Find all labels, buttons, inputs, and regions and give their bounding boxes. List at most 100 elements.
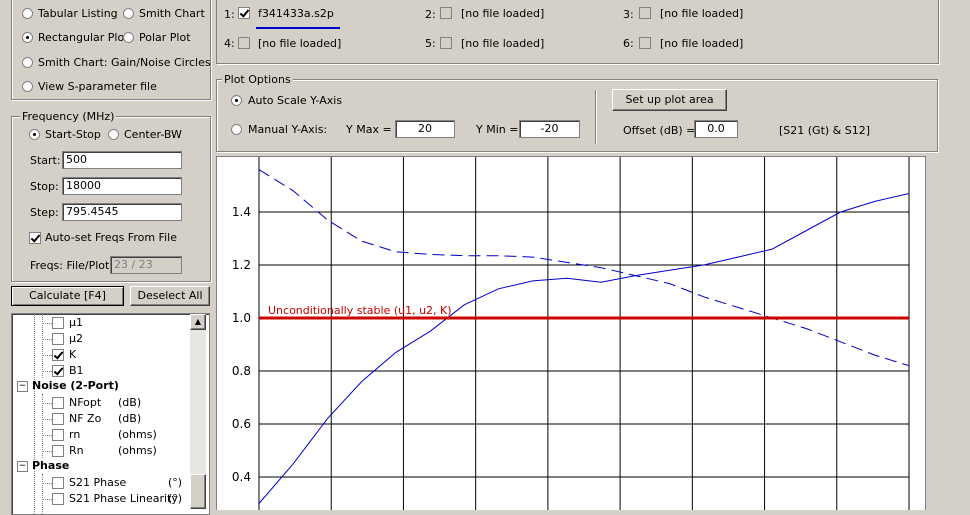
series-dashed-line	[258, 169, 910, 367]
radio-center-bw[interactable]	[108, 129, 119, 140]
tree-item-rn-lower[interactable]: rn	[69, 428, 81, 441]
file-5-checkbox[interactable]	[440, 37, 452, 49]
file-6-checkbox[interactable]	[639, 37, 651, 49]
tree-check-rn-lower[interactable]	[52, 429, 64, 441]
radio-view-sparam[interactable]	[22, 81, 33, 92]
file-1-trace-swatch	[256, 27, 340, 29]
radio-start-stop[interactable]	[29, 129, 40, 140]
label-start-stop: Start-Stop	[45, 128, 101, 141]
calculate-button[interactable]: Calculate [F4]	[11, 286, 124, 306]
collapse-phase-icon[interactable]: −	[17, 461, 28, 472]
radio-smith-chart[interactable]	[123, 8, 134, 19]
y-tick-label: 0.4	[232, 470, 251, 484]
tree-check-k[interactable]	[52, 349, 64, 361]
step-input[interactable]: 795.4545	[62, 203, 182, 221]
file-2-name[interactable]: [no file loaded]	[461, 7, 545, 20]
frequency-group-title: Frequency (MHz)	[20, 110, 117, 123]
tree-header-phase[interactable]: Phase	[32, 459, 70, 472]
file-1-number: 1:	[224, 8, 235, 21]
radio-smith-gain-noise[interactable]	[22, 57, 33, 68]
file-3-name[interactable]: [no file loaded]	[660, 7, 744, 20]
tree-item-nfzo[interactable]: NF Zo	[69, 412, 102, 425]
scroll-thumb[interactable]	[190, 474, 206, 509]
parameter-tree[interactable]	[11, 313, 210, 515]
label-smith-chart: Smith Chart	[139, 7, 205, 20]
y-tick-label: 0.6	[232, 417, 251, 431]
tree-header-noise[interactable]: Noise (2-Port)	[32, 379, 119, 392]
file-2-checkbox[interactable]	[440, 7, 452, 19]
ymin-label: Y Min =	[476, 123, 519, 136]
tree-item-nfopt[interactable]: NFopt	[69, 396, 102, 409]
reference-line-label: Unconditionally stable (u1, u2, K)	[268, 304, 452, 317]
radio-auto-scale[interactable]	[231, 95, 242, 106]
tree-item-k[interactable]: K	[69, 348, 77, 361]
file-5-name[interactable]: [no file loaded]	[461, 37, 545, 50]
scroll-up-button[interactable]: ▲	[190, 314, 206, 330]
file-4-checkbox[interactable]	[238, 37, 250, 49]
tree-check-mu1[interactable]	[52, 317, 64, 329]
offset-input[interactable]: 0.0	[694, 120, 738, 138]
y-tick-label: 0.8	[232, 364, 251, 378]
tree-item-mu1[interactable]: µ1	[69, 316, 83, 329]
y-tick-label: 1.4	[232, 205, 251, 219]
tree-unit-nfopt: (dB)	[118, 396, 142, 409]
tree-unit-rn-lower: (ohms)	[118, 428, 157, 441]
plot-options-title: Plot Options	[222, 73, 293, 86]
tree-check-s21-phase[interactable]	[52, 477, 64, 489]
radio-tabular-listing[interactable]	[22, 8, 33, 19]
tree-item-b1[interactable]: B1	[69, 364, 84, 377]
collapse-noise-icon[interactable]: −	[17, 381, 28, 392]
file-4-number: 4:	[224, 37, 235, 50]
radio-polar-plot[interactable]	[123, 32, 134, 43]
label-auto-scale: Auto Scale Y-Axis	[248, 94, 343, 107]
series-solid-line	[258, 193, 910, 504]
radio-manual-y[interactable]	[231, 124, 242, 135]
label-view-sparam: View S-parameter file	[38, 80, 157, 93]
tree-item-mu2[interactable]: µ2	[69, 332, 83, 345]
label-smith-gain-noise: Smith Chart: Gain/Noise Circles	[38, 56, 211, 69]
ymax-input[interactable]: 20	[395, 120, 455, 138]
tree-scrollbar[interactable]: ▲	[190, 314, 206, 509]
tree-check-b1[interactable]	[52, 365, 64, 377]
y-tick-label: 1.0	[232, 311, 251, 325]
stop-label: Stop:	[30, 180, 59, 193]
ymin-input[interactable]: -20	[519, 120, 580, 138]
stop-input[interactable]: 18000	[62, 177, 182, 195]
tree-unit-s21-phase: (°)	[168, 476, 183, 489]
radio-rectangular-plot[interactable]	[22, 32, 33, 43]
file-4-name[interactable]: [no file loaded]	[258, 37, 342, 50]
tree-item-s21-phase[interactable]: S21 Phase	[69, 476, 127, 489]
trace-note: [S21 (Gt) & S12]	[779, 124, 871, 137]
chart-area[interactable]: 1.4 1.2 1.0 0.8 0.6 0.4	[216, 156, 926, 510]
start-label: Start:	[30, 154, 61, 167]
label-tabular-listing: Tabular Listing	[38, 7, 118, 20]
autoset-freqs-label: Auto-set Freqs From File	[45, 231, 177, 244]
tree-unit-nfzo: (dB)	[118, 412, 142, 425]
label-polar-plot: Polar Plot	[139, 31, 191, 44]
file-3-checkbox[interactable]	[639, 7, 651, 19]
plot-type-group	[11, 0, 211, 100]
tree-item-rn-upper[interactable]: Rn	[69, 444, 84, 457]
ymax-label: Y Max =	[346, 123, 392, 136]
file-6-name[interactable]: [no file loaded]	[660, 37, 744, 50]
tree-check-s21-phase-lin[interactable]	[52, 493, 64, 505]
plot-options-divider	[595, 90, 596, 144]
file-3-number: 3:	[623, 8, 634, 21]
setup-plot-area-button[interactable]: Set up plot area	[612, 89, 727, 111]
tree-check-rn-upper[interactable]	[52, 445, 64, 457]
tree-check-nfzo[interactable]	[52, 413, 64, 425]
freqs-file-plot-value: 23 / 23	[110, 256, 182, 274]
y-tick-label: 1.2	[232, 258, 251, 272]
tree-check-nfopt[interactable]	[52, 397, 64, 409]
autoset-freqs-checkbox[interactable]	[29, 232, 41, 244]
file-1-checkbox[interactable]	[238, 7, 250, 19]
label-rectangular-plot: Rectangular Plot	[38, 31, 129, 44]
tree-item-s21-phase-lin[interactable]: S21 Phase Linearity	[69, 492, 178, 505]
file-1-name[interactable]: f341433a.s2p	[258, 7, 334, 20]
tree-check-mu2[interactable]	[52, 333, 64, 345]
label-manual-y: Manual Y-Axis:	[248, 123, 328, 136]
file-2-number: 2:	[425, 8, 436, 21]
start-input[interactable]: 500	[62, 151, 182, 169]
step-label: Step:	[30, 206, 59, 219]
deselect-all-button[interactable]: Deselect All	[130, 286, 210, 306]
